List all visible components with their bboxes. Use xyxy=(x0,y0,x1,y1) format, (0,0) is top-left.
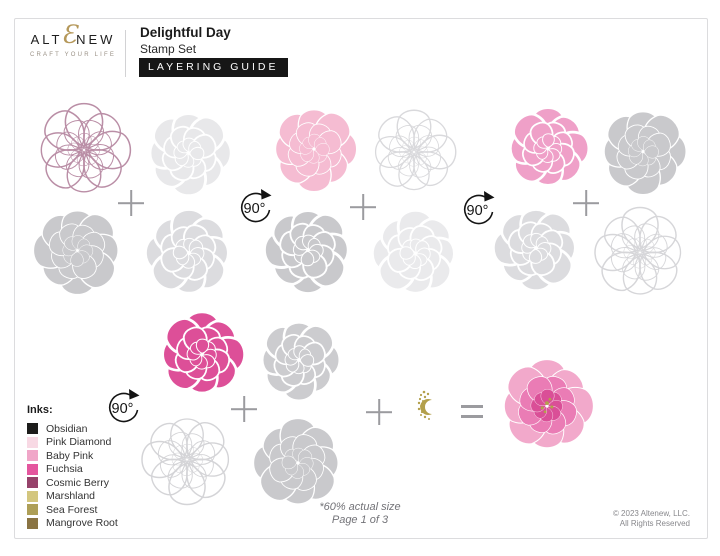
group1-layer3-flower xyxy=(28,203,127,298)
rotate-90-icon: 90° xyxy=(236,186,280,226)
plus-icon xyxy=(366,399,392,425)
ink-item: Pink Diamond xyxy=(27,436,118,450)
ink-item: Baby Pink xyxy=(27,449,118,463)
rotate-90-icon: 90° xyxy=(104,386,148,426)
group2-layer3-flower xyxy=(259,203,357,297)
group2-layer4-flower xyxy=(366,207,465,300)
plus-icon xyxy=(118,190,144,216)
group3-layer2-flower xyxy=(593,105,693,198)
ink-name: Marshland xyxy=(46,490,96,503)
group3-layer4-flower xyxy=(589,204,691,301)
equals-icon xyxy=(461,405,483,418)
group2-layer2-flower xyxy=(364,107,464,197)
ink-item: Mangrove Root xyxy=(27,517,118,531)
group4-layer4-flower xyxy=(249,415,347,511)
inks-legend: Inks: Obsidian Pink Diamond Baby Pink Fu… xyxy=(27,404,118,530)
ink-swatch xyxy=(27,477,38,489)
group1-layer4-flower xyxy=(140,206,238,300)
final-result-flower xyxy=(497,352,597,460)
scale-note-line: *60% actual size xyxy=(319,501,401,513)
group3-layer1-flower xyxy=(504,100,592,197)
group2-layer1-flower xyxy=(268,101,360,197)
ink-name: Sea Forest xyxy=(46,503,98,516)
rotate-90-icon: 90° xyxy=(459,188,503,228)
ink-name: Baby Pink xyxy=(46,449,94,462)
ink-swatch xyxy=(27,423,38,435)
group3-layer3-flower xyxy=(486,202,586,294)
ink-swatch xyxy=(27,517,38,529)
ink-name: Fuchsia xyxy=(46,463,83,476)
ink-swatch xyxy=(27,463,38,475)
layering-guide-badge: LAYERING GUIDE xyxy=(139,58,288,77)
logo-word-end: NEW xyxy=(76,31,116,47)
ink-item: Sea Forest xyxy=(27,503,118,517)
group4-layer2-flower xyxy=(250,316,348,404)
logo-word-start: ALT xyxy=(30,31,63,47)
plus-icon xyxy=(350,194,376,220)
page-title: Delightful Day xyxy=(140,25,231,40)
stamens-stamp-icon xyxy=(411,389,439,423)
ink-swatch xyxy=(27,490,38,502)
scale-note: *60% actual size Page 1 of 3 xyxy=(295,501,425,527)
copyright: © 2023 Altenew, LLC. All Rights Reserved xyxy=(540,509,690,528)
logo-wordmark: ALT Ɛ NEW xyxy=(24,22,122,48)
altenew-logo: ALT Ɛ NEW CRAFT YOUR LIFE xyxy=(24,22,122,58)
header-divider xyxy=(125,30,126,77)
copyright-line1: © 2023 Altenew, LLC. xyxy=(612,509,690,518)
copyright-line2: All Rights Reserved xyxy=(619,518,690,528)
logo-tagline: CRAFT YOUR LIFE xyxy=(29,52,117,58)
group1-layer1-flower xyxy=(32,100,136,200)
group1-layer2-flower xyxy=(141,107,236,199)
ink-item: Cosmic Berry xyxy=(27,476,118,490)
ink-item: Marshland xyxy=(27,490,118,504)
ink-swatch xyxy=(27,504,38,516)
ink-swatch xyxy=(27,436,38,448)
rotation-label: 90° xyxy=(467,203,489,219)
rotation-label: 90° xyxy=(112,401,134,417)
inks-heading: Inks: xyxy=(27,404,53,416)
page-border xyxy=(14,18,708,539)
ink-name: Cosmic Berry xyxy=(46,476,110,489)
ink-name: Obsidian xyxy=(46,422,88,435)
plus-icon xyxy=(231,396,257,422)
group4-layer3-flower xyxy=(137,411,237,508)
logo-ampersand-icon: Ɛ xyxy=(61,20,78,49)
rotation-label: 90° xyxy=(244,201,266,217)
ink-item: Fuchsia xyxy=(27,463,118,477)
ink-swatch xyxy=(27,450,38,462)
ink-name: Pink Diamond xyxy=(46,436,112,449)
page-number: Page 1 of 3 xyxy=(331,514,389,526)
ink-item: Obsidian xyxy=(27,422,118,436)
plus-icon xyxy=(573,190,599,216)
group4-layer1-flower xyxy=(156,308,248,401)
page-subtitle: Stamp Set xyxy=(140,42,197,56)
ink-name: Mangrove Root xyxy=(46,517,118,530)
